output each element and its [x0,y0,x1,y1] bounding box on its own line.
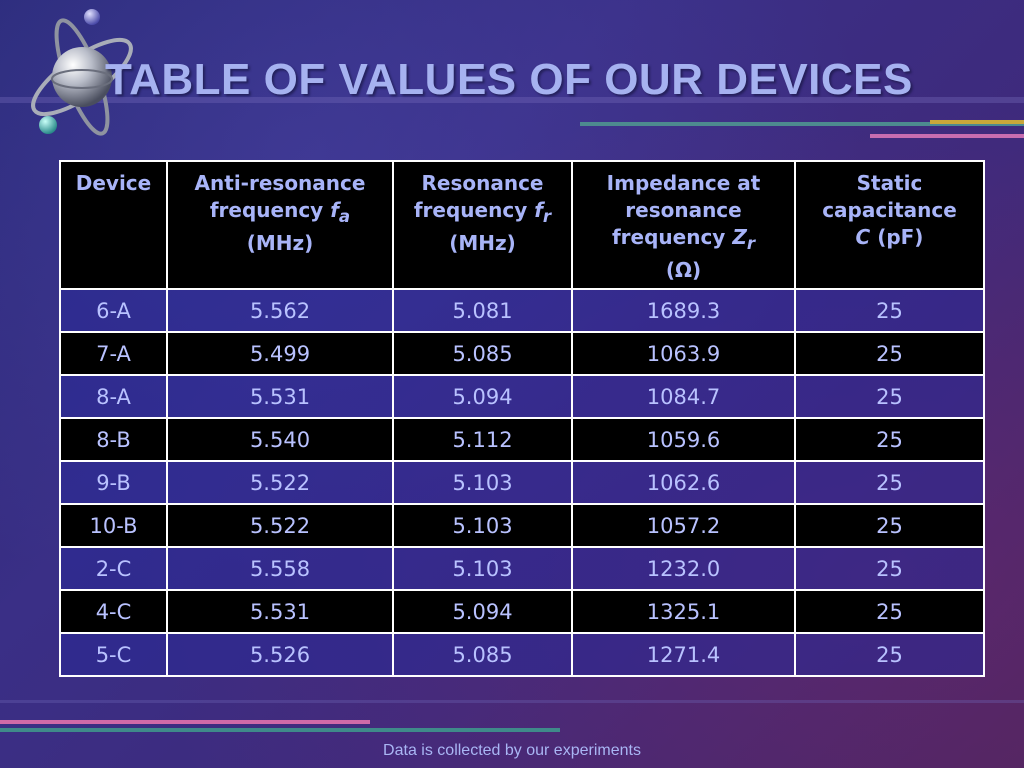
header-resonance-frequency: Resonance frequency fr (MHz) [392,160,573,290]
table-header-row: Device Anti-resonance frequency fa (MHz)… [59,160,985,290]
table-row: 4-C 5.531 5.094 1325.1 25 [59,589,985,634]
cell-static-capacitance: 25 [794,503,985,548]
decorative-stripe [0,720,370,724]
device-values-table: Device Anti-resonance frequency fa (MHz)… [59,160,985,677]
cell-antiresonance-frequency: 5.499 [166,331,394,376]
decorative-stripe [0,728,560,732]
cell-impedance: 1689.3 [571,288,796,333]
cell-resonance-frequency: 5.103 [392,503,573,548]
cell-impedance: 1059.6 [571,417,796,462]
header-static-capacitance: Static capacitance C (pF) [794,160,985,290]
cell-static-capacitance: 25 [794,632,985,677]
slide-footer-note: Data is collected by our experiments [383,742,641,759]
cell-resonance-frequency: 5.103 [392,546,573,591]
cell-antiresonance-frequency: 5.531 [166,374,394,419]
cell-antiresonance-frequency: 5.522 [166,503,394,548]
cell-resonance-frequency: 5.094 [392,374,573,419]
cell-device: 10-B [59,503,168,548]
decorative-stripe [0,700,1024,703]
cell-impedance: 1057.2 [571,503,796,548]
table-row: 8-B 5.540 5.112 1059.6 25 [59,417,985,462]
cell-resonance-frequency: 5.085 [392,632,573,677]
header-impedance: Impedance at resonance frequency Zr (Ω) [571,160,796,290]
decorative-stripe [0,97,1024,103]
slide-title: TABLE OF VALUES OF OUR DEVICES [105,55,913,104]
table-row: 6-A 5.562 5.081 1689.3 25 [59,288,985,333]
cell-impedance: 1232.0 [571,546,796,591]
cell-static-capacitance: 25 [794,460,985,505]
cell-resonance-frequency: 5.094 [392,589,573,634]
cell-antiresonance-frequency: 5.540 [166,417,394,462]
decorative-stripe [930,120,1024,124]
table-row: 10-B 5.522 5.103 1057.2 25 [59,503,985,548]
cell-antiresonance-frequency: 5.558 [166,546,394,591]
cell-device: 8-A [59,374,168,419]
cell-device: 6-A [59,288,168,333]
atom-logo-icon [31,9,133,136]
cell-static-capacitance: 25 [794,331,985,376]
header-antiresonance-frequency: Anti-resonance frequency fa (MHz) [166,160,394,290]
cell-impedance: 1063.9 [571,331,796,376]
cell-static-capacitance: 25 [794,417,985,462]
decorative-stripe [870,134,1024,138]
cell-antiresonance-frequency: 5.562 [166,288,394,333]
table-row: 9-B 5.522 5.103 1062.6 25 [59,460,985,505]
cell-resonance-frequency: 5.081 [392,288,573,333]
cell-resonance-frequency: 5.112 [392,417,573,462]
cell-impedance: 1062.6 [571,460,796,505]
cell-device: 9-B [59,460,168,505]
cell-device: 5-C [59,632,168,677]
table-row: 5-C 5.526 5.085 1271.4 25 [59,632,985,677]
cell-impedance: 1325.1 [571,589,796,634]
cell-static-capacitance: 25 [794,589,985,634]
cell-antiresonance-frequency: 5.531 [166,589,394,634]
cell-static-capacitance: 25 [794,546,985,591]
cell-static-capacitance: 25 [794,374,985,419]
cell-impedance: 1084.7 [571,374,796,419]
cell-device: 4-C [59,589,168,634]
decorative-stripe [580,122,1024,126]
table-row: 2-C 5.558 5.103 1232.0 25 [59,546,985,591]
cell-antiresonance-frequency: 5.522 [166,460,394,505]
cell-impedance: 1271.4 [571,632,796,677]
table-row: 8-A 5.531 5.094 1084.7 25 [59,374,985,419]
cell-resonance-frequency: 5.085 [392,331,573,376]
cell-device: 8-B [59,417,168,462]
cell-device: 2-C [59,546,168,591]
cell-antiresonance-frequency: 5.526 [166,632,394,677]
header-device: Device [59,160,168,290]
cell-static-capacitance: 25 [794,288,985,333]
cell-device: 7-A [59,331,168,376]
table-row: 7-A 5.499 5.085 1063.9 25 [59,331,985,376]
cell-resonance-frequency: 5.103 [392,460,573,505]
